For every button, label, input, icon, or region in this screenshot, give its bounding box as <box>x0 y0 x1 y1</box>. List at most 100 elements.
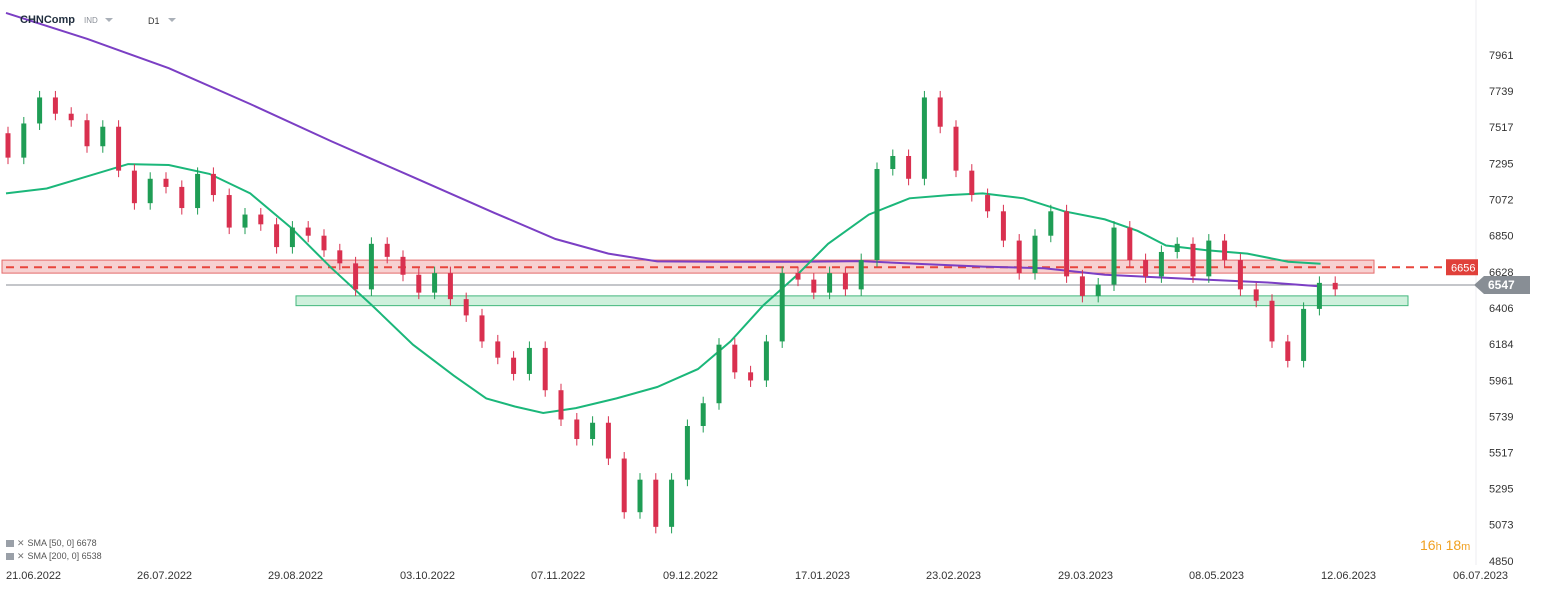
candle-body <box>274 224 280 248</box>
candle-body <box>906 156 912 179</box>
candle-body <box>526 347 532 374</box>
y-tick-label: 5295 <box>1489 484 1513 496</box>
candle-body <box>890 156 896 170</box>
candle-body <box>1143 260 1149 277</box>
instrument-type-label[interactable]: IND <box>84 16 98 25</box>
candle-body <box>590 422 596 440</box>
candle-body <box>858 260 864 290</box>
candle-body <box>195 173 201 209</box>
candle-body <box>100 126 106 147</box>
settings-icon[interactable] <box>6 540 14 548</box>
y-tick-label: 7517 <box>1489 122 1513 134</box>
candle-body <box>163 178 169 187</box>
candle-body <box>400 256 406 275</box>
sma200-line <box>5 11 1321 288</box>
candle-body <box>1016 240 1022 274</box>
candle-body <box>1237 260 1243 290</box>
candle-body <box>763 341 769 381</box>
sma200-value: 6538 <box>81 551 102 561</box>
candle-body <box>953 126 959 171</box>
candle-body <box>811 279 817 293</box>
candle-body <box>1269 300 1275 342</box>
timeframe-dropdown-icon[interactable] <box>168 18 176 22</box>
candle-body <box>1332 282 1338 290</box>
candle-body <box>432 273 438 293</box>
candle-body <box>1079 276 1085 296</box>
close-icon[interactable]: ✕ <box>17 538 25 548</box>
candle-body <box>242 214 248 228</box>
candle-body <box>621 458 627 513</box>
candle-body <box>842 273 848 290</box>
type-dropdown-icon[interactable] <box>105 18 113 22</box>
candle-body <box>1174 243 1180 252</box>
x-tick-label: 17.01.2023 <box>795 570 850 582</box>
sma50-value: 6678 <box>76 538 97 548</box>
candle-body <box>700 403 706 427</box>
sma200-label: SMA [200, 0] <box>27 551 80 561</box>
candle-body <box>321 235 327 251</box>
candle-timer: 16h 18m <box>1420 537 1471 553</box>
candle-body <box>37 97 43 124</box>
candle-body <box>1032 235 1038 274</box>
candle-body <box>1301 308 1307 361</box>
candle-body <box>969 170 975 196</box>
candle-body <box>937 97 943 127</box>
y-tick-label: 7072 <box>1489 195 1513 207</box>
candle-body <box>21 123 27 158</box>
candle-body <box>258 214 264 225</box>
candle-body <box>1190 243 1196 277</box>
resistance-zone <box>1 259 1375 274</box>
candle-body <box>179 186 185 209</box>
x-tick-label: 21.06.2022 <box>6 570 61 582</box>
candle-body <box>1048 211 1054 236</box>
candle-body <box>384 243 390 257</box>
candle-body <box>52 97 58 114</box>
candle-body <box>874 169 880 261</box>
candle-body <box>1253 289 1259 301</box>
candle-body <box>574 419 580 440</box>
candle-body <box>1095 284 1101 296</box>
candle-body <box>827 273 833 293</box>
y-tick-label: 7739 <box>1489 86 1513 98</box>
candle-body <box>779 273 785 342</box>
candle-body <box>748 372 754 381</box>
y-tick-label: 7961 <box>1489 50 1513 62</box>
candle-body <box>558 390 564 420</box>
candle-body <box>131 170 137 204</box>
legend-sma200: ✕ SMA [200, 0] 6538 <box>6 551 102 562</box>
y-tick-label: 5961 <box>1489 375 1513 387</box>
x-tick-label: 29.08.2022 <box>268 570 323 582</box>
candle-body <box>637 479 643 513</box>
current-price-tag <box>1474 275 1530 294</box>
legend-sma50: ✕ SMA [50, 0] 6678 <box>6 538 97 549</box>
candle-body <box>84 120 90 147</box>
candle-body <box>337 250 343 264</box>
candle-body <box>985 195 991 212</box>
candle-body <box>921 97 927 179</box>
candle-body <box>1111 227 1117 285</box>
candle-body <box>479 315 485 342</box>
y-tick-label: 6406 <box>1489 303 1513 315</box>
x-tick-label: 03.10.2022 <box>400 570 455 582</box>
symbol-label[interactable]: CHNComp <box>20 14 75 26</box>
x-tick-label: 06.07.2023 <box>1453 570 1508 582</box>
y-tick-label: 6628 <box>1489 267 1513 279</box>
close-icon[interactable]: ✕ <box>17 551 25 561</box>
support-zone <box>295 295 1409 307</box>
timeframe-label[interactable]: D1 <box>148 16 160 26</box>
candle-body <box>1000 211 1006 241</box>
y-tick-label: 4850 <box>1489 556 1513 568</box>
candle-body <box>1316 282 1322 309</box>
level-price-tag <box>1446 259 1478 276</box>
y-tick-label: 6184 <box>1489 339 1513 351</box>
candle-body <box>1206 240 1212 277</box>
settings-icon[interactable] <box>6 553 14 561</box>
x-tick-label: 29.03.2023 <box>1058 570 1113 582</box>
candle-body <box>305 227 311 236</box>
y-tick-label: 5739 <box>1489 411 1513 423</box>
sma50-label: SMA [50, 0] <box>27 538 75 548</box>
candle-body <box>605 422 611 459</box>
y-tick-label: 5517 <box>1489 448 1513 460</box>
candle-body <box>416 274 422 293</box>
